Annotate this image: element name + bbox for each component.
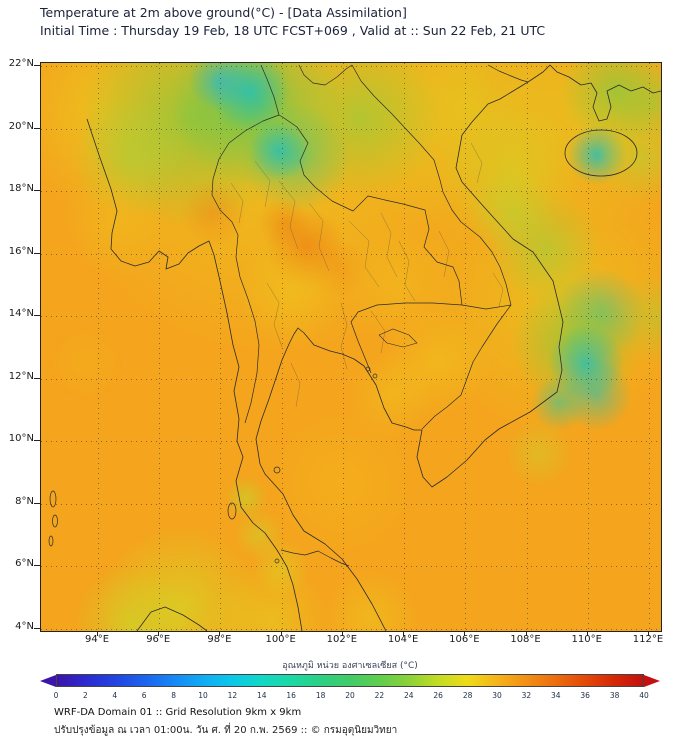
lon-tick-mark [525,631,527,636]
colorbar-tick-label: 20 [345,691,355,700]
lat-tick-label: 6°N [15,558,34,570]
islands [48,366,378,564]
page-title: Temperature at 2m above ground(°C) - [Da… [40,5,407,20]
lat-tick-label: 8°N [15,495,34,507]
colorbar-tick-label: 16 [286,691,296,700]
lon-tick-mark [219,631,221,636]
colorbar-gradient [56,674,644,687]
lat-tick-mark [34,315,40,317]
lon-tick-mark [586,631,588,636]
colorbar-tick-label: 2 [83,691,88,700]
colorbar-tick-label: 0 [53,691,59,700]
lat-tick-mark [34,440,40,442]
lat-tick-mark [34,190,40,192]
country-borders [211,64,529,567]
lat-tick-mark [34,628,40,630]
lon-tick-label: 94°E [84,634,110,645]
coastlines [86,64,661,631]
lat-tick-label: 14°N [8,308,34,320]
lat-tick-label: 10°N [8,433,34,445]
colorbar-tick-label: 34 [551,691,561,700]
page-subtitle: Initial Time : Thursday 19 Feb, 18 UTC F… [40,23,546,38]
colorbar-tick-label: 28 [462,691,473,700]
colorbar-tick-label: 26 [433,691,443,700]
colorbar-tick-label: 8 [171,691,176,700]
lon-tick-label: 112°E [632,634,664,645]
colorbar-tick-label: 32 [521,691,532,700]
colorbar-tick-label: 6 [141,691,147,700]
colorbar-left-arrow [40,674,56,687]
lat-tick-mark [34,565,40,567]
colorbar-tick-label: 4 [112,691,118,700]
temperature-field-canvas [41,63,661,631]
lat-tick-mark [34,252,40,254]
lat-tick-label: 22°N [8,58,34,69]
lat-tick-mark [34,127,40,129]
colorbar-tick-label: 18 [315,691,326,700]
lat-tick-label: 12°N [8,370,34,382]
colorbar-tick-label: 38 [609,691,620,700]
lon-tick-label: 102°E [326,634,358,645]
lat-tick-mark [34,377,40,379]
colorbar [40,674,660,687]
lon-tick-label: 106°E [449,634,480,645]
colorbar-label: อุณหภูมิ หน่วย องศาเซลเซียส (°C) [282,661,418,671]
footer-model-info: WRF-DA Domain 01 :: Grid Resolution 9km … [54,707,302,718]
lat-tick-mark [34,502,40,504]
lon-tick-mark [403,631,405,636]
map-panel [40,62,662,632]
lon-tick-mark [158,631,160,636]
colorbar-ticks: 0 2 4 6 8 10 12 14 16 18 20 22 24 26 28 30 32 34 36 38 40 [54,691,649,701]
lat-tick-label: 4°N [15,621,34,633]
lon-tick-mark [280,631,282,636]
colorbar-tick-label: 24 [404,691,414,700]
lat-tick-label: 18°N [8,183,34,195]
lon-tick-label: 98°E [207,634,232,645]
lon-tick-mark [97,631,98,636]
lon-tick-mark [464,631,466,636]
lon-tick-label: 104°E [387,634,419,645]
lon-tick-mark [341,631,343,636]
lon-tick-label: 100°E [265,634,296,645]
colorbar-tick-label: 40 [639,691,649,700]
footer-update-info: ปรับปรุงข้อมูล ณ เวลา 01:00น. วัน ศ. ที่… [54,725,398,736]
colorbar-tick-label: 10 [198,691,208,700]
colorbar-tick-label: 12 [227,691,238,700]
lon-tick-label: 110°E [571,634,602,645]
colorbar-tick-label: 14 [257,691,267,700]
colorbar-tick-label: 36 [580,691,590,700]
province-borders [230,142,504,408]
lon-tick-label: 96°E [146,634,171,645]
map-borders-overlay [48,64,661,631]
lon-tick-label: 108°E [510,634,541,645]
lat-tick-label: 20°N [8,120,34,132]
colorbar-right-arrow [644,674,660,687]
colorbar-tick-label: 30 [492,691,502,700]
colorbar-tick-label: 22 [374,691,385,700]
lon-tick-mark [647,631,649,636]
lat-tick-mark [34,65,40,66]
lake-tonle-sap [378,328,418,348]
lat-tick-label: 16°N [8,245,34,257]
